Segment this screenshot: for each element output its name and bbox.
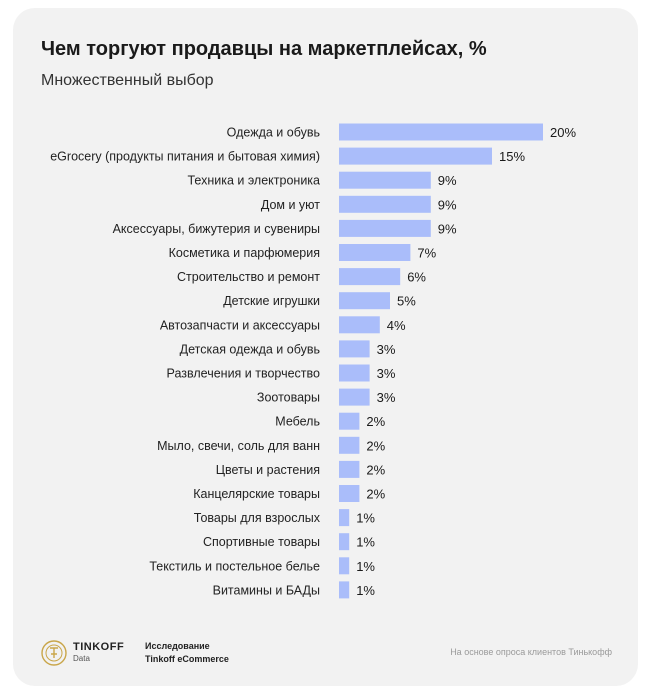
category-label: Детские игрушки bbox=[223, 294, 320, 308]
value-label: 1% bbox=[356, 511, 375, 526]
bar bbox=[339, 340, 370, 358]
category-label: Мыло, свечи, соль для ванн bbox=[157, 439, 320, 453]
chart-subtitle: Множественный выбор bbox=[41, 72, 214, 89]
value-label: 6% bbox=[407, 270, 426, 285]
brand-subtitle: Data bbox=[73, 654, 90, 663]
bar bbox=[339, 412, 360, 430]
bar bbox=[339, 268, 401, 286]
value-label: 7% bbox=[417, 246, 436, 261]
brand-name: TINKOFF bbox=[73, 641, 125, 653]
study-label: Исследование bbox=[145, 641, 210, 651]
source-note: На основе опроса клиентов Тинькофф bbox=[450, 647, 612, 657]
bar bbox=[339, 460, 360, 478]
category-label: Товары для взрослых bbox=[194, 511, 321, 525]
value-label: 2% bbox=[366, 462, 385, 477]
category-label: Зоотовары bbox=[257, 391, 320, 405]
bar bbox=[339, 123, 543, 141]
value-label: 5% bbox=[397, 294, 416, 309]
category-label: Строительство и ремонт bbox=[177, 270, 320, 284]
bar bbox=[339, 364, 370, 382]
value-label: 2% bbox=[366, 438, 385, 453]
value-label: 1% bbox=[356, 535, 375, 550]
value-label: 20% bbox=[550, 125, 576, 140]
value-label: 3% bbox=[377, 390, 396, 405]
bar bbox=[339, 244, 411, 261]
category-label: Одежда и обувь bbox=[227, 126, 320, 140]
category-label: Техника и электроника bbox=[187, 174, 320, 188]
chart-card: Чем торгуют продавцы на маркетплейсах, %… bbox=[13, 8, 638, 686]
bar bbox=[339, 388, 370, 406]
bar bbox=[339, 436, 360, 454]
category-label: Текстиль и постельное белье bbox=[149, 559, 320, 573]
bar bbox=[339, 557, 350, 575]
value-label: 1% bbox=[356, 559, 375, 574]
value-label: 4% bbox=[387, 318, 406, 333]
category-label: eGrocery (продукты питания и бытовая хим… bbox=[50, 150, 320, 164]
value-label: 9% bbox=[438, 221, 457, 236]
value-label: 9% bbox=[438, 197, 457, 212]
bar bbox=[339, 485, 360, 502]
category-label: Развлечения и творчество bbox=[167, 367, 320, 381]
value-label: 9% bbox=[438, 173, 457, 188]
category-label: Мебель bbox=[275, 415, 320, 429]
category-label: Дом и уют bbox=[261, 198, 320, 212]
category-label: Аксессуары, бижутерия и сувениры bbox=[113, 222, 320, 236]
category-label: Косметика и парфюмерия bbox=[169, 246, 320, 260]
category-label: Витамины и БАДы bbox=[213, 583, 320, 597]
value-label: 2% bbox=[366, 487, 385, 502]
category-label: Автозапчасти и аксессуары bbox=[160, 318, 320, 332]
bar bbox=[339, 316, 380, 334]
study-name: Tinkoff eCommerce bbox=[145, 654, 229, 664]
bar bbox=[339, 147, 492, 165]
category-label: Цветы и растения bbox=[216, 463, 320, 477]
value-label: 3% bbox=[377, 342, 396, 357]
category-label: Детская одежда и обувь bbox=[180, 342, 320, 356]
value-label: 1% bbox=[356, 583, 375, 598]
value-label: 15% bbox=[499, 149, 525, 164]
category-label: Канцелярские товары bbox=[193, 487, 320, 501]
chart-title: Чем торгуют продавцы на маркетплейсах, % bbox=[41, 38, 487, 60]
bar bbox=[339, 292, 390, 310]
bar bbox=[339, 581, 350, 599]
bar bbox=[339, 195, 431, 213]
tinkoff-logo-icon bbox=[41, 640, 67, 666]
bar bbox=[339, 509, 350, 527]
bar bbox=[339, 219, 431, 237]
bar-chart: Одежда и обувь 20% eGrocery (продукты пита… bbox=[50, 123, 576, 599]
bar bbox=[339, 171, 431, 189]
value-label: 2% bbox=[366, 414, 385, 429]
value-label: 3% bbox=[377, 366, 396, 381]
category-label: Спортивные товары bbox=[203, 535, 320, 549]
bar bbox=[339, 533, 350, 551]
